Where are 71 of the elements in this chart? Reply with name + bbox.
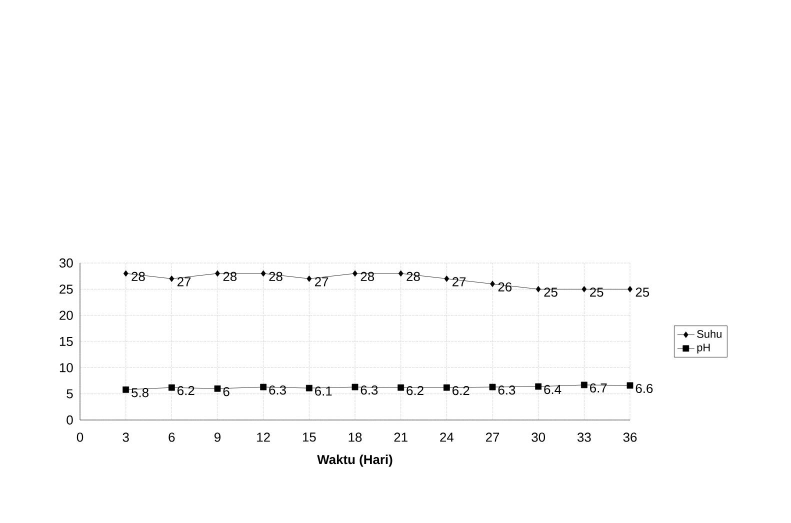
x-tick-label: 9: [214, 432, 220, 442]
y-tick-label: 5: [66, 389, 73, 398]
point: [580, 382, 588, 388]
point: [352, 270, 358, 277]
point: [260, 270, 266, 277]
point: [489, 384, 496, 390]
data-label: 28: [360, 272, 374, 282]
legend-label: Suhu: [697, 330, 722, 338]
data-label: 6.2: [406, 386, 424, 396]
point: [306, 384, 312, 392]
point: [214, 385, 221, 392]
x-tick-label: 33: [577, 432, 591, 442]
x-tick-label: 3: [122, 432, 129, 442]
data-label: 27: [452, 277, 466, 286]
point: [398, 270, 404, 277]
data-label: 28: [223, 272, 237, 282]
point: [123, 270, 128, 277]
legend-label: pH: [697, 344, 710, 354]
point: [535, 383, 542, 390]
point: [398, 384, 404, 391]
point: [352, 384, 358, 390]
data-label: 6.4: [544, 384, 562, 394]
point: [536, 286, 541, 292]
data-label: 6.3: [360, 385, 378, 395]
data-label: 6: [223, 387, 230, 396]
data-label: 25: [636, 288, 650, 297]
x-tick-label: 6: [168, 432, 175, 442]
x-tick-label: 18: [348, 432, 362, 442]
data-label: 27: [178, 277, 191, 286]
data-label: 28: [269, 272, 282, 282]
y-tick-label: 30: [59, 258, 73, 268]
point: [169, 276, 174, 282]
x-tick-label: 21: [394, 432, 408, 442]
point: [628, 286, 632, 292]
data-label: 6.2: [178, 386, 194, 396]
point: [306, 276, 312, 282]
data-label: 26: [498, 282, 512, 292]
x-tick-label: 36: [623, 432, 637, 442]
data-label: 6.3: [498, 385, 516, 395]
data-label: 5.8: [132, 388, 148, 398]
data-label: 28: [132, 272, 145, 282]
y-tick-label: 10: [60, 363, 73, 372]
point: [122, 386, 130, 393]
data-label: 27: [315, 277, 328, 286]
data-label: 6.2: [452, 386, 470, 396]
data-label: 28: [406, 272, 420, 282]
data-label: 6.6: [636, 384, 653, 394]
x-tick-label: 15: [302, 432, 316, 442]
x-tick-label: 27: [486, 432, 500, 442]
point: [215, 270, 220, 277]
x-tick-label: 30: [532, 432, 546, 442]
y-tick-label: 15: [60, 336, 73, 346]
data-label: 25: [590, 288, 604, 297]
y-tick-label: 0: [66, 415, 73, 425]
data-label: 6.3: [269, 385, 286, 395]
data-label: 6.1: [315, 386, 332, 396]
data-label: 25: [544, 288, 558, 297]
x-tick-label: 0: [76, 432, 84, 442]
point: [444, 276, 450, 282]
x-tick-label: 12: [257, 432, 270, 442]
point: [260, 384, 267, 390]
point: [168, 384, 175, 391]
point: [443, 384, 450, 391]
point: [582, 286, 587, 292]
x-axis-title: Waktu (Hari): [317, 454, 392, 467]
x-tick-label: 24: [440, 432, 454, 442]
y-tick-label: 20: [60, 310, 73, 320]
data-label: 6.7: [590, 383, 607, 393]
point: [626, 382, 634, 389]
point: [490, 280, 495, 288]
y-tick-label: 25: [60, 284, 73, 294]
